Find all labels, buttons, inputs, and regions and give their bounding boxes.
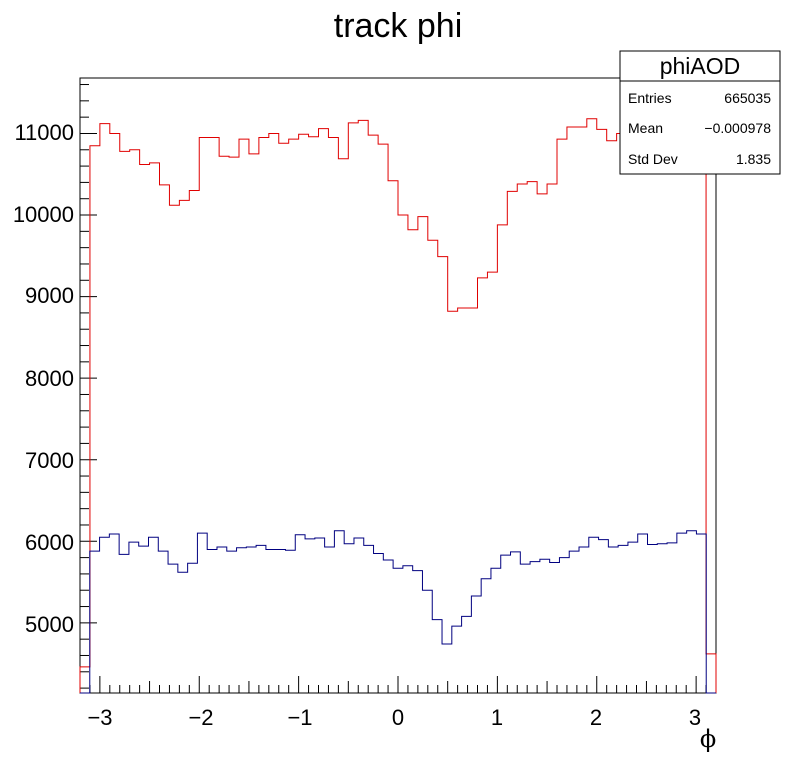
y-tick-label-9000: 9000 — [25, 283, 74, 308]
y-tick-label-8000: 8000 — [25, 366, 74, 391]
y-tick-label-6000: 6000 — [25, 530, 74, 555]
series-red-step-line — [79, 118, 717, 693]
x-tick-label-neg2: −2 — [188, 705, 213, 730]
x-tick-label-0: 0 — [392, 705, 404, 730]
y-tick-label-5000: 5000 — [25, 612, 74, 637]
y-tick-label-10000: 10000 — [13, 202, 74, 227]
stats-box: phiAOD Entries 665035 Mean −0.000978 Std… — [619, 50, 781, 175]
chart-title: track phi — [334, 7, 463, 45]
y-axis — [80, 84, 97, 689]
stats-stddev-value: 1.835 — [736, 151, 771, 167]
series-blue-step-line — [80, 530, 716, 694]
x-tick-label-2: 2 — [590, 705, 602, 730]
x-tick-label-3: 3 — [689, 705, 701, 730]
y-tick-label-7000: 7000 — [25, 448, 74, 473]
x-tick-label-neg3: −3 — [87, 705, 112, 730]
stats-mean-value: −0.000978 — [704, 120, 771, 136]
x-tick-label-1: 1 — [491, 705, 503, 730]
stats-box-name: phiAOD — [660, 53, 741, 79]
x-tick-label-neg1: −1 — [287, 705, 312, 730]
stats-box-frame — [619, 50, 781, 175]
stats-entries-label: Entries — [628, 90, 672, 106]
stats-stddev-label: Std Dev — [628, 151, 678, 167]
y-tick-label-11000: 11000 — [14, 120, 74, 145]
x-axis — [79, 676, 717, 693]
stats-mean-label: Mean — [628, 120, 663, 136]
stats-entries-value: 665035 — [724, 90, 771, 106]
x-axis-title: ϕ — [700, 725, 716, 753]
